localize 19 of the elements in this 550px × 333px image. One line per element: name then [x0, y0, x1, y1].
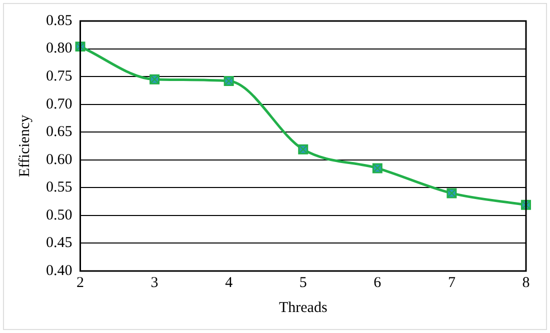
x-tick-label: 5	[299, 274, 307, 291]
x-tick-label: 3	[150, 274, 158, 291]
y-tick-label: 0.45	[46, 235, 72, 252]
y-tick-label: 0.70	[46, 96, 72, 112]
y-tick-label: 0.40	[46, 262, 72, 279]
y-tick-label: 0.65	[46, 124, 72, 140]
y-axis-title: Efficiency	[16, 114, 33, 178]
x-tick-label: 7	[448, 274, 456, 291]
y-tick-label: 0.60	[46, 152, 72, 168]
x-tick-label: 8	[522, 274, 530, 291]
x-tick-label: 2	[76, 274, 84, 291]
x-tick-label: 6	[374, 274, 382, 291]
y-tick-label: 0.50	[46, 207, 72, 224]
x-tick-label: 4	[225, 274, 234, 291]
y-tick-label: 0.80	[46, 40, 72, 57]
y-tick-label: 0.85	[46, 12, 72, 29]
x-axis-title: Threads	[278, 300, 328, 316]
y-tick-label: 0.75	[46, 68, 72, 84]
y-tick-label: 0.55	[46, 180, 72, 196]
